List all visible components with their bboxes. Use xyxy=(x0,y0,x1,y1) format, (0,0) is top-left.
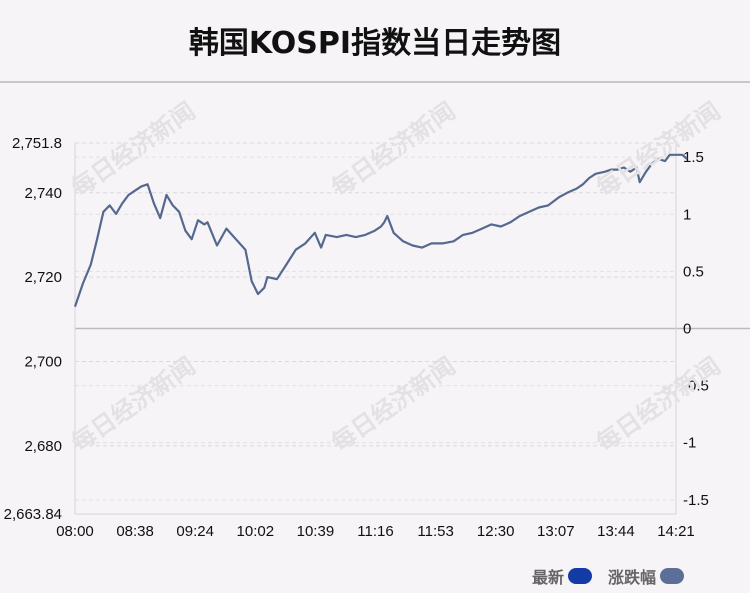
legend-item-change[interactable]: 涨跌幅 xyxy=(608,564,685,588)
legend-swatch-change xyxy=(660,568,685,584)
y-right-tick-label: -0.5 xyxy=(683,378,709,395)
y-left-tick-label: 2,751.8 xyxy=(12,135,62,152)
y-left-tick-label: 2,680 xyxy=(24,438,62,455)
y-axis-right: 1.5 1 0.5 0 -0.5 -1 -1.5 xyxy=(675,143,709,514)
legend-label-latest: 最新 xyxy=(532,568,565,587)
x-tick-label: 14:21 xyxy=(657,523,695,540)
y-left-tick-label: 2,700 xyxy=(24,353,62,370)
x-tick-label: 10:02 xyxy=(237,523,275,540)
x-tick-label: 08:00 xyxy=(56,523,94,540)
y-right-tick-label: 0.5 xyxy=(683,263,704,280)
legend-label-change: 涨跌幅 xyxy=(608,568,657,587)
x-tick-label: 11:16 xyxy=(357,523,393,540)
y-right-tick-label: 1.5 xyxy=(683,149,704,166)
y-axis-left: 2,751.8 2,740 2,720 2,700 2,680 2,663.84 xyxy=(4,135,76,523)
y-left-tick-label: 2,720 xyxy=(24,269,62,286)
chart-title: 韩国KOSPI指数当日走势图 xyxy=(188,26,562,61)
y-right-tick-label: 1 xyxy=(683,206,691,223)
x-tick-label: 13:07 xyxy=(537,523,575,540)
y-right-tick-label: -1.5 xyxy=(683,492,709,509)
x-tick-label: 13:44 xyxy=(597,523,635,540)
y-left-tick-label: 2,663.84 xyxy=(4,506,62,523)
title-divider xyxy=(0,81,750,83)
series-group xyxy=(73,153,688,308)
grid-lines xyxy=(75,142,750,515)
x-axis: 08:00 08:38 09:24 10:02 10:39 11:16 11:53 12:30… xyxy=(56,513,695,540)
y-left-tick-label: 2,740 xyxy=(24,185,62,202)
series-line-latest xyxy=(73,153,688,308)
x-tick-label: 09:24 xyxy=(176,523,214,540)
legend-item-latest[interactable]: 最新 xyxy=(532,564,593,588)
y-right-tick-label: -1 xyxy=(683,435,696,452)
x-tick-label: 12:30 xyxy=(477,523,515,540)
x-tick-label: 11:53 xyxy=(417,523,453,540)
legend-swatch-latest xyxy=(568,568,593,584)
y-right-tick-label: 0 xyxy=(683,321,691,338)
x-tick-label: 08:38 xyxy=(116,523,154,540)
x-tick-label: 10:39 xyxy=(297,523,335,540)
